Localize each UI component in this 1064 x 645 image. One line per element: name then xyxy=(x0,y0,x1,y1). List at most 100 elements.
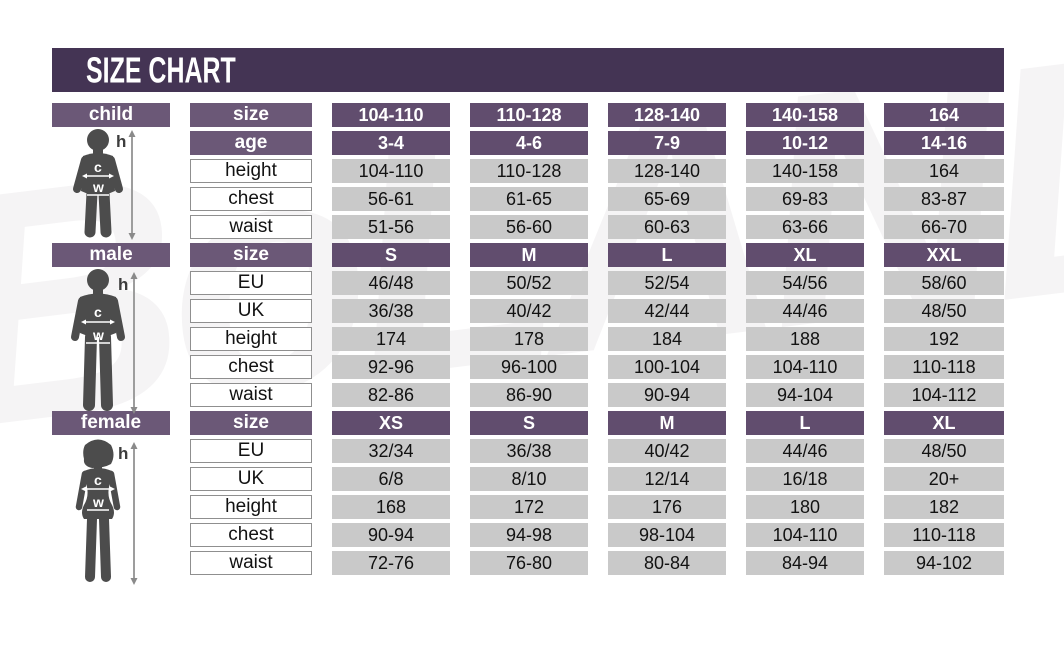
value-cell: 20+ xyxy=(884,467,1004,491)
value-cell: 100-104 xyxy=(608,355,726,379)
value-cell: 16/18 xyxy=(746,467,864,491)
value-cell: 44/46 xyxy=(746,299,864,323)
value-cell: 178 xyxy=(470,327,588,351)
size-header-cell: XL xyxy=(746,243,864,267)
section-label-child: child xyxy=(52,103,170,127)
value-cell: 110-128 xyxy=(470,159,588,183)
value-cell: 92-96 xyxy=(332,355,450,379)
value-cell: 56-60 xyxy=(470,215,588,239)
value-cell: 192 xyxy=(884,327,1004,351)
size-header-cell: 128-140 xyxy=(608,103,726,127)
value-cell: 182 xyxy=(884,495,1004,519)
row-label-uk: UK xyxy=(190,299,312,323)
value-cell: 90-94 xyxy=(332,523,450,547)
size-header-cell: S xyxy=(332,243,450,267)
size-header-cell: L xyxy=(608,243,726,267)
value-cell: 86-90 xyxy=(470,383,588,407)
value-cell: 83-87 xyxy=(884,187,1004,211)
row-label-eu: EU xyxy=(190,271,312,295)
row-label-size: size xyxy=(190,243,312,267)
value-cell: 188 xyxy=(746,327,864,351)
size-header-cell: L xyxy=(746,411,864,435)
row-label-chest: chest xyxy=(190,187,312,211)
value-cell: 104-110 xyxy=(746,355,864,379)
value-cell: 52/54 xyxy=(608,271,726,295)
value-cell: 48/50 xyxy=(884,439,1004,463)
age-header-cell: 4-6 xyxy=(470,131,588,155)
value-cell: 36/38 xyxy=(470,439,588,463)
row-label-height: height xyxy=(190,159,312,183)
size-header-cell: 104-110 xyxy=(332,103,450,127)
value-cell: 98-104 xyxy=(608,523,726,547)
size-chart-table: child size 104-110 110-128 128-140 140-1… xyxy=(52,103,1004,575)
value-cell: 140-158 xyxy=(746,159,864,183)
value-cell: 36/38 xyxy=(332,299,450,323)
row-label-waist: waist xyxy=(190,383,312,407)
row-label-waist: waist xyxy=(190,551,312,575)
value-cell: 176 xyxy=(608,495,726,519)
row-label-chest: chest xyxy=(190,523,312,547)
value-cell: 168 xyxy=(332,495,450,519)
row-label-height: height xyxy=(190,495,312,519)
value-cell: 65-69 xyxy=(608,187,726,211)
size-header-cell: XL xyxy=(884,411,1004,435)
value-cell: 40/42 xyxy=(608,439,726,463)
value-cell: 104-110 xyxy=(332,159,450,183)
size-header-cell: S xyxy=(470,411,588,435)
size-header-cell: XXL xyxy=(884,243,1004,267)
value-cell: 76-80 xyxy=(470,551,588,575)
size-header-cell: 140-158 xyxy=(746,103,864,127)
value-cell: 42/44 xyxy=(608,299,726,323)
value-cell: 60-63 xyxy=(608,215,726,239)
row-label-size: size xyxy=(190,103,312,127)
age-header-cell: 7-9 xyxy=(608,131,726,155)
value-cell: 32/34 xyxy=(332,439,450,463)
value-cell: 172 xyxy=(470,495,588,519)
value-cell: 128-140 xyxy=(608,159,726,183)
value-cell: 6/8 xyxy=(332,467,450,491)
size-header-cell: 164 xyxy=(884,103,1004,127)
value-cell: 82-86 xyxy=(332,383,450,407)
size-header-cell: M xyxy=(608,411,726,435)
age-header-cell: 3-4 xyxy=(332,131,450,155)
value-cell: 69-83 xyxy=(746,187,864,211)
value-cell: 72-76 xyxy=(332,551,450,575)
value-cell: 184 xyxy=(608,327,726,351)
value-cell: 40/42 xyxy=(470,299,588,323)
value-cell: 12/14 xyxy=(608,467,726,491)
value-cell: 63-66 xyxy=(746,215,864,239)
value-cell: 50/52 xyxy=(470,271,588,295)
value-cell: 104-110 xyxy=(746,523,864,547)
value-cell: 90-94 xyxy=(608,383,726,407)
section-label-female: female xyxy=(52,411,170,435)
size-header-cell: M xyxy=(470,243,588,267)
value-cell: 104-112 xyxy=(884,383,1004,407)
value-cell: 84-94 xyxy=(746,551,864,575)
size-header-cell: 110-128 xyxy=(470,103,588,127)
value-cell: 96-100 xyxy=(470,355,588,379)
value-cell: 164 xyxy=(884,159,1004,183)
title-bar: SIZE CHART xyxy=(52,48,1004,92)
value-cell: 174 xyxy=(332,327,450,351)
row-label-waist: waist xyxy=(190,215,312,239)
value-cell: 51-56 xyxy=(332,215,450,239)
row-label-chest: chest xyxy=(190,355,312,379)
row-label-eu: EU xyxy=(190,439,312,463)
value-cell: 61-65 xyxy=(470,187,588,211)
value-cell: 58/60 xyxy=(884,271,1004,295)
size-header-cell: XS xyxy=(332,411,450,435)
section-label-male: male xyxy=(52,243,170,267)
value-cell: 94-102 xyxy=(884,551,1004,575)
age-header-cell: 10-12 xyxy=(746,131,864,155)
value-cell: 8/10 xyxy=(470,467,588,491)
value-cell: 80-84 xyxy=(608,551,726,575)
value-cell: 180 xyxy=(746,495,864,519)
value-cell: 54/56 xyxy=(746,271,864,295)
row-label-height: height xyxy=(190,327,312,351)
age-header-cell: 14-16 xyxy=(884,131,1004,155)
value-cell: 44/46 xyxy=(746,439,864,463)
value-cell: 48/50 xyxy=(884,299,1004,323)
value-cell: 66-70 xyxy=(884,215,1004,239)
value-cell: 46/48 xyxy=(332,271,450,295)
row-label-age: age xyxy=(190,131,312,155)
